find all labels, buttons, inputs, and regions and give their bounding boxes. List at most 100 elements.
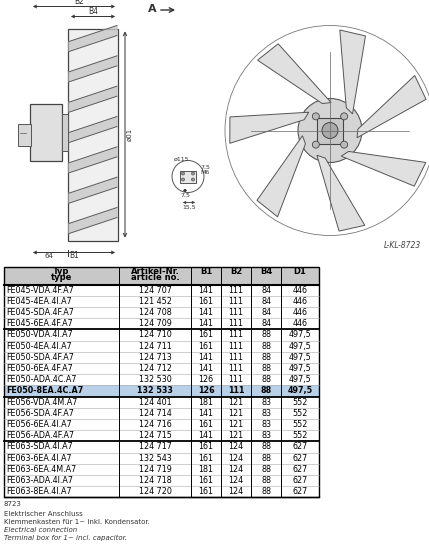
- Text: 141: 141: [199, 409, 214, 418]
- Bar: [180, 170, 196, 183]
- Polygon shape: [257, 136, 305, 217]
- Text: 83: 83: [261, 398, 271, 406]
- Text: 84: 84: [261, 319, 271, 328]
- Text: FE063-6EA.4I.A7: FE063-6EA.4I.A7: [6, 454, 72, 463]
- Bar: [4, 397, 319, 408]
- Text: 121: 121: [228, 398, 244, 406]
- Text: ø115: ø115: [174, 157, 190, 162]
- Text: 88: 88: [261, 454, 271, 463]
- Text: B4: B4: [88, 7, 98, 15]
- Text: 124 717: 124 717: [139, 442, 172, 452]
- Text: 124: 124: [228, 476, 244, 485]
- Text: 124 718: 124 718: [139, 476, 171, 485]
- Polygon shape: [69, 147, 117, 173]
- Text: FE050-4EA.4I.A7: FE050-4EA.4I.A7: [6, 342, 72, 350]
- Text: B1: B1: [200, 267, 212, 276]
- Text: 124 708: 124 708: [139, 308, 171, 317]
- Text: 141: 141: [199, 364, 214, 373]
- Text: 121: 121: [228, 431, 244, 440]
- Text: FE063-6EA.4M.A7: FE063-6EA.4M.A7: [6, 465, 76, 474]
- Bar: [4, 351, 319, 363]
- Text: article no.: article no.: [131, 273, 179, 283]
- Text: 88: 88: [261, 442, 271, 452]
- Text: FE045-VDA.4F.A7: FE045-VDA.4F.A7: [6, 285, 74, 295]
- Text: 161: 161: [199, 454, 214, 463]
- Polygon shape: [69, 177, 117, 203]
- Text: 88: 88: [261, 487, 271, 496]
- Text: B2: B2: [230, 267, 242, 276]
- Text: 141: 141: [199, 308, 214, 317]
- Text: 124 716: 124 716: [139, 420, 171, 429]
- Text: 88: 88: [261, 342, 271, 350]
- Bar: [4, 419, 319, 430]
- Text: 497,5: 497,5: [289, 364, 311, 373]
- Text: 124: 124: [228, 487, 244, 496]
- Circle shape: [191, 178, 194, 181]
- Text: 124 707: 124 707: [139, 285, 172, 295]
- Text: 161: 161: [199, 442, 214, 452]
- Text: 552: 552: [292, 431, 308, 440]
- Text: 161: 161: [199, 297, 214, 306]
- Bar: [4, 284, 319, 296]
- Text: 83: 83: [261, 420, 271, 429]
- Text: ø01: ø01: [127, 128, 133, 141]
- Circle shape: [181, 172, 184, 175]
- Text: D1: D1: [293, 267, 306, 276]
- Bar: [4, 408, 319, 419]
- Text: 552: 552: [292, 420, 308, 429]
- Circle shape: [191, 172, 194, 175]
- Text: 8723: 8723: [4, 501, 22, 507]
- Polygon shape: [69, 25, 117, 52]
- Text: FE056-SDA.4F.A7: FE056-SDA.4F.A7: [6, 409, 74, 418]
- Bar: [68, 29, 118, 240]
- Text: 121: 121: [228, 420, 244, 429]
- Text: 446: 446: [293, 297, 308, 306]
- Text: 141: 141: [199, 353, 214, 362]
- Bar: [4, 453, 319, 464]
- Polygon shape: [69, 207, 117, 234]
- Text: 627: 627: [293, 487, 308, 496]
- Text: FE063-ADA.4I.A7: FE063-ADA.4I.A7: [6, 476, 73, 485]
- Text: 124 713: 124 713: [139, 353, 171, 362]
- Text: 83: 83: [261, 409, 271, 418]
- Text: B2: B2: [74, 0, 84, 6]
- Text: FE045-SDA.4F.A7: FE045-SDA.4F.A7: [6, 308, 74, 317]
- Text: 88: 88: [261, 331, 271, 339]
- Bar: [4, 475, 319, 486]
- Text: 132 530: 132 530: [139, 375, 171, 384]
- Circle shape: [181, 178, 184, 181]
- Text: 88: 88: [261, 465, 271, 474]
- Text: 497,5: 497,5: [287, 387, 313, 395]
- Text: FE045-6EA.4F.A7: FE045-6EA.4F.A7: [6, 319, 73, 328]
- Text: Klemmenkasten für 1~ inkl. Kondensator.: Klemmenkasten für 1~ inkl. Kondensator.: [4, 519, 150, 525]
- Text: 132 533: 132 533: [137, 387, 173, 395]
- Text: 84: 84: [261, 285, 271, 295]
- Text: 111: 111: [229, 285, 244, 295]
- Text: 627: 627: [293, 442, 308, 452]
- Text: 121 452: 121 452: [139, 297, 172, 306]
- Circle shape: [341, 141, 347, 148]
- Bar: [4, 464, 319, 475]
- Text: 124 720: 124 720: [139, 487, 172, 496]
- Text: 627: 627: [293, 454, 308, 463]
- Text: 141: 141: [199, 319, 214, 328]
- Text: FE063-8EA.4I.A7: FE063-8EA.4I.A7: [6, 487, 72, 496]
- Polygon shape: [340, 30, 366, 114]
- Text: 627: 627: [293, 465, 308, 474]
- Text: 446: 446: [293, 285, 308, 295]
- Text: 111: 111: [229, 375, 244, 384]
- Bar: [4, 307, 319, 318]
- Text: FE063-SDA.4I.A7: FE063-SDA.4I.A7: [6, 442, 73, 452]
- Text: 497,5: 497,5: [289, 342, 311, 350]
- Text: 161: 161: [199, 476, 214, 485]
- Text: 111: 111: [229, 308, 244, 317]
- Text: 181: 181: [199, 398, 214, 406]
- Bar: [4, 329, 319, 340]
- Text: FE050-SDA.4F.A7: FE050-SDA.4F.A7: [6, 353, 74, 362]
- Text: FE056-VDA.4M.A7: FE056-VDA.4M.A7: [6, 398, 77, 406]
- Text: 84: 84: [261, 297, 271, 306]
- Text: type: type: [51, 273, 72, 283]
- Text: FE056-6EA.4I.A7: FE056-6EA.4I.A7: [6, 420, 72, 429]
- Polygon shape: [69, 117, 117, 142]
- Text: 64: 64: [45, 252, 54, 258]
